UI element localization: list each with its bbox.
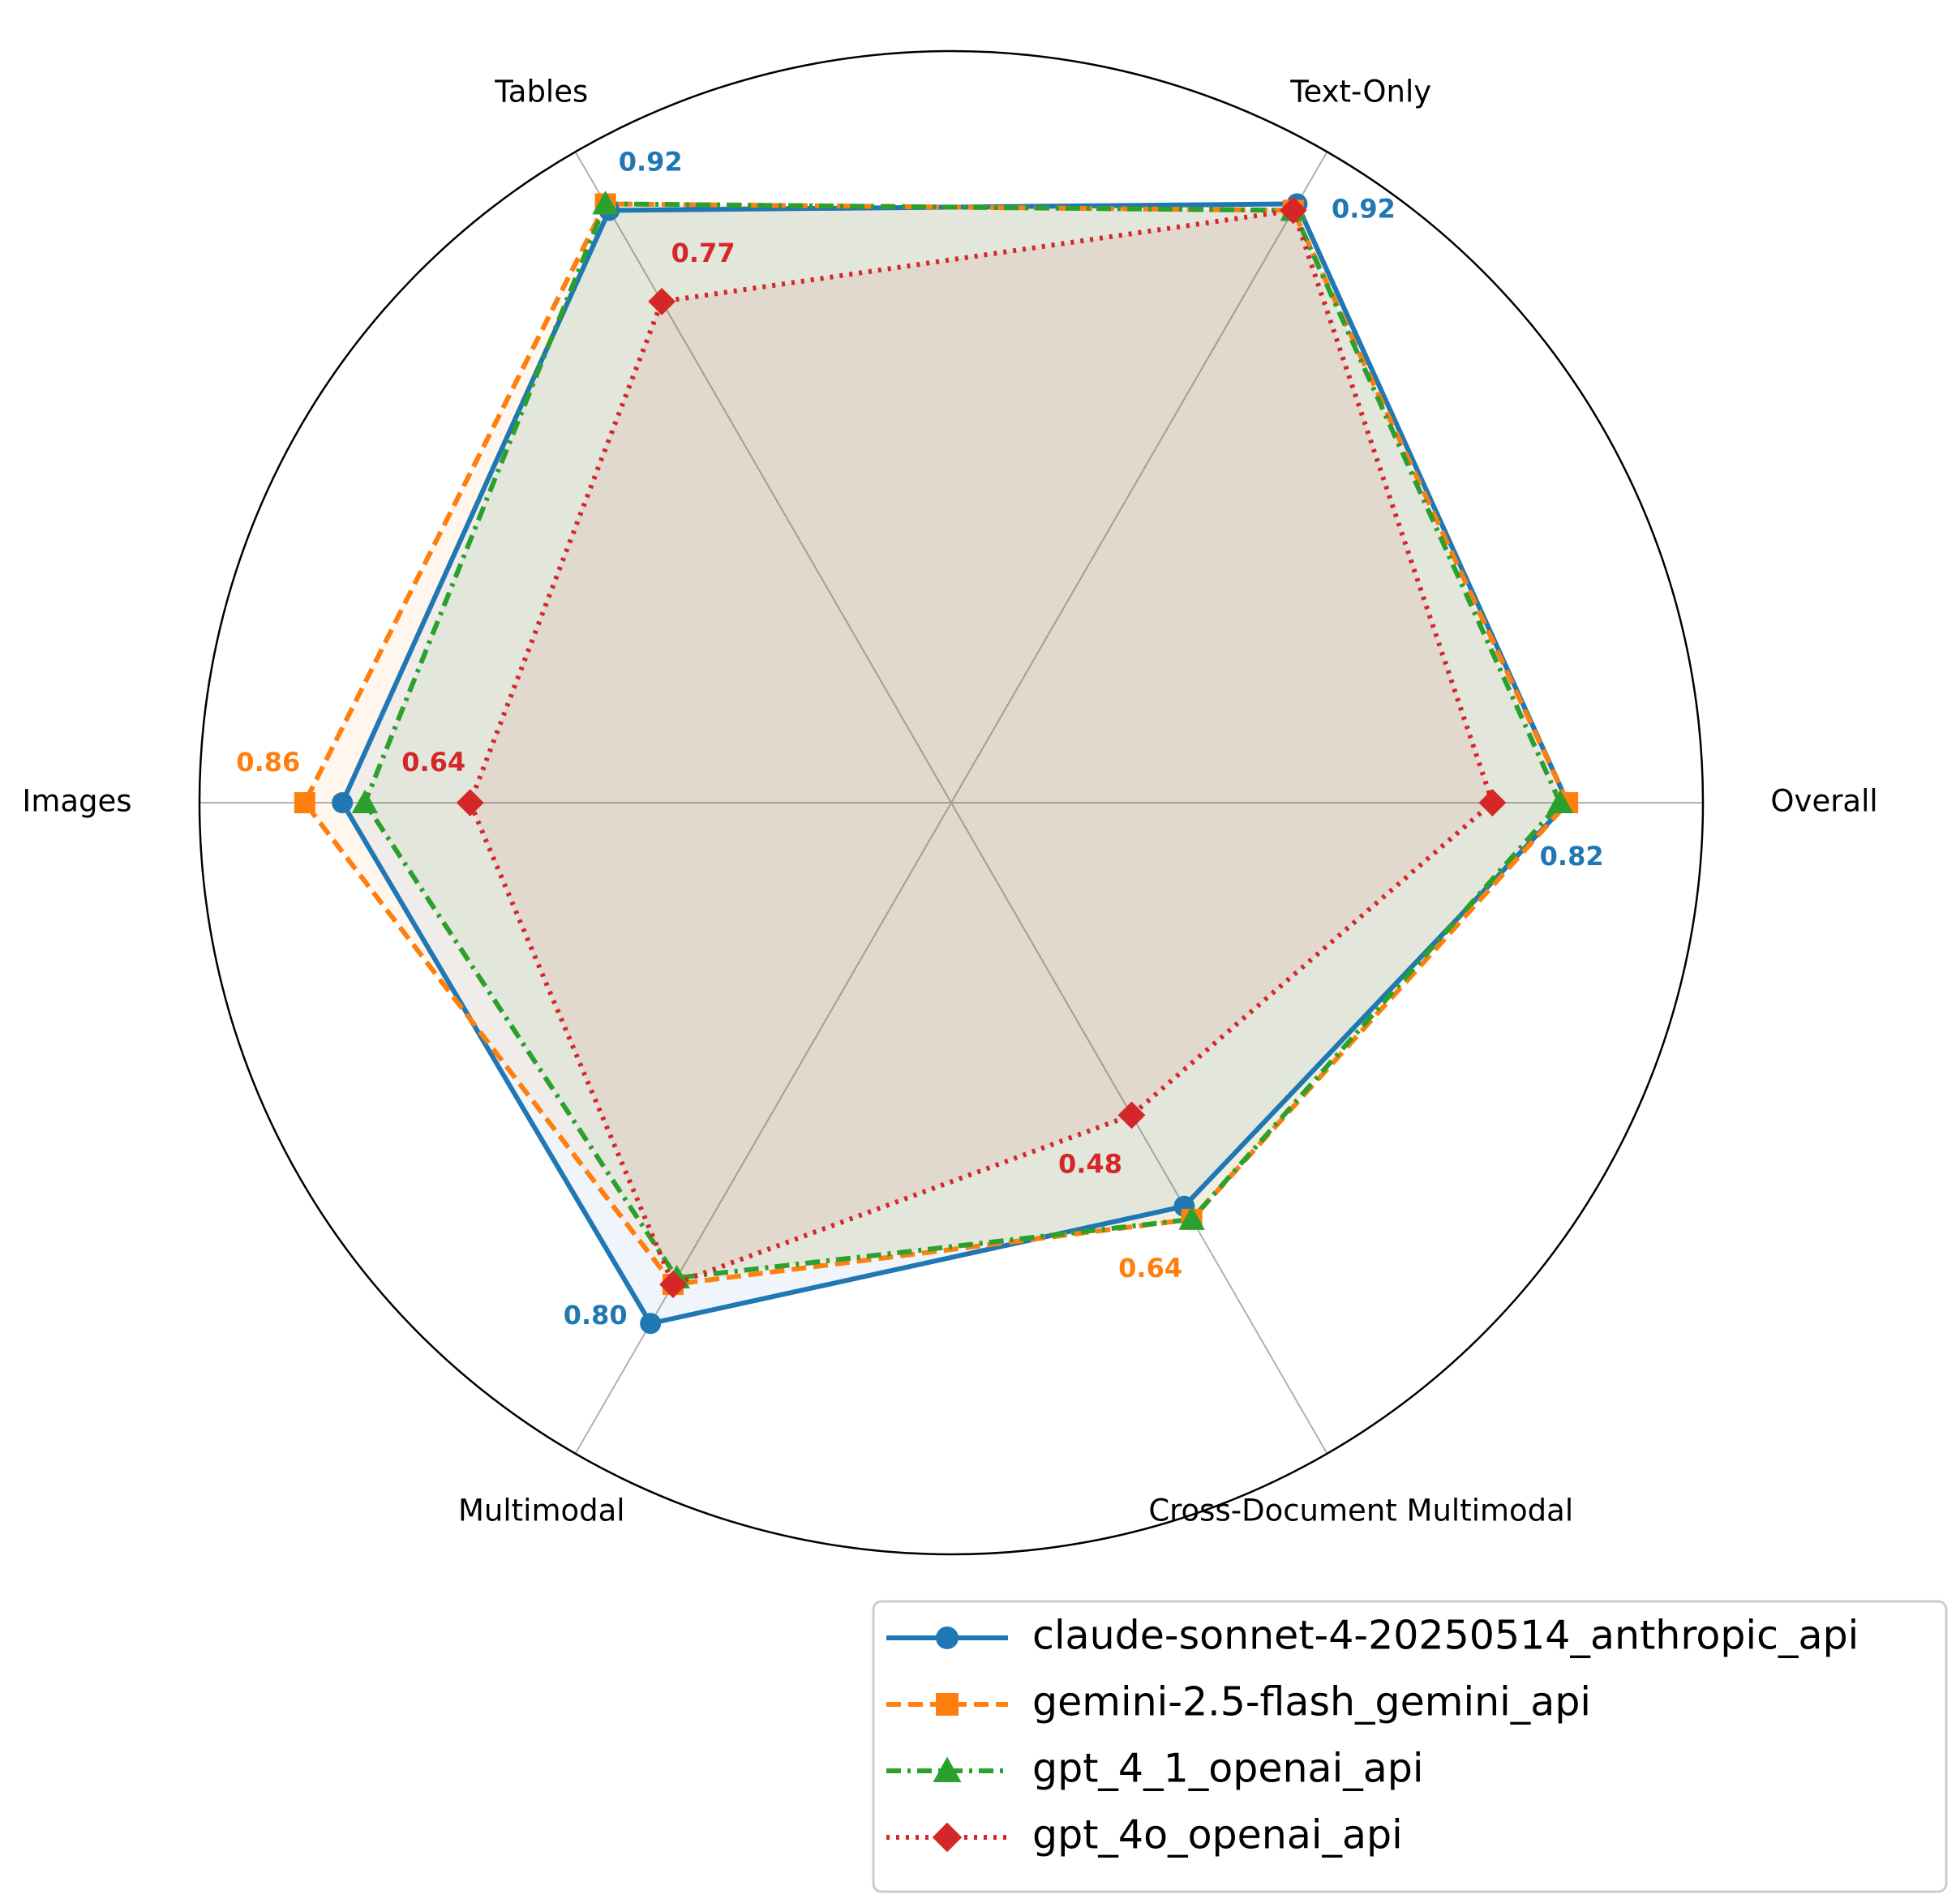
data-label-text-only-1: 0.92 [1332, 193, 1396, 224]
series-fill-gemini-2-5-flash-gemini-api [304, 204, 1568, 1285]
marker-gpt-4o-openai-api-multimodal [659, 1271, 687, 1298]
axis-labels: Overall Text-Only Tables Images Multimodal Cr… [22, 74, 1877, 1528]
data-label-overall-0: 0.82 [1540, 841, 1604, 872]
data-label-cross-document-multimodal-7: 0.64 [1118, 1253, 1182, 1284]
spoke-multimodal [574, 802, 952, 1455]
axis-label-tables: Tables [494, 74, 588, 109]
spoke-text-only [950, 151, 1328, 804]
axis-label-multimodal: Multimodal [458, 1494, 625, 1528]
marker-gpt-4-1-openai-api-overall [1546, 789, 1574, 813]
data-label-multimodal-6: 0.80 [564, 1300, 628, 1331]
legend-label-gpt-4o-openai-api: gpt_4o_openai_api [1032, 1812, 1403, 1858]
marker-gpt-4o-openai-api-cross-document-multimodal [1117, 1101, 1146, 1129]
marker-gpt-4o-openai-api-text-only [1279, 196, 1307, 225]
axis-label-images: Images [22, 784, 131, 819]
legend: claude-sonnet-4-20250514_anthropic_apige… [872, 1600, 1948, 1893]
marker-gpt-4o-openai-api-overall [1478, 789, 1507, 816]
data-labels: 0.82 0.92 0.92 0.77 0.86 0.64 0.80 0.64 0.48 [236, 146, 1603, 1331]
series-fill-gpt-4o-openai-api [470, 210, 1493, 1285]
legend-label-gpt-4-1-openai-api: gpt_4_1_openai_api [1032, 1746, 1423, 1792]
spoke-tables [574, 151, 952, 804]
legend-marker-gpt-4-1-openai-api [933, 1756, 962, 1782]
legend-marker-gemini-2-5-flash-gemini-api [936, 1693, 959, 1716]
marker-gpt-4o-openai-api-tables [648, 287, 676, 315]
marker-gpt-4-1-openai-api-tables [592, 191, 619, 215]
series-markers [294, 191, 1579, 1335]
legend-label-claude-sonnet-4-20250514-anthropic-api: claude-sonnet-4-20250514_anthropic_api [1032, 1613, 1859, 1659]
spoke-cross-document-multimodal [950, 802, 1328, 1455]
data-label-cross-document-multimodal-8: 0.48 [1058, 1148, 1122, 1179]
axis-label-cross-document-multimodal: Cross-Document Multimodal [1148, 1494, 1573, 1528]
outer-circle [198, 49, 1705, 1556]
series-fills [304, 204, 1568, 1324]
marker-gpt-4-1-openai-api-cross-document-multimodal [1178, 1206, 1205, 1230]
axis-label-text-only: Text-Only [1289, 74, 1431, 109]
data-label-images-4: 0.86 [236, 747, 300, 778]
axis-label-overall: Overall [1770, 784, 1877, 819]
marker-gemini-2-5-flash-gemini-api-images [294, 792, 315, 813]
radar-grid [198, 49, 1705, 1556]
data-label-images-5: 0.64 [401, 747, 465, 778]
marker-claude-sonnet-4-20250514-anthropic-api-multimodal [640, 1313, 662, 1335]
legend-label-gemini-2-5-flash-gemini-api: gemini-2.5-flash_gemini_api [1032, 1679, 1591, 1725]
series-fill-claude-sonnet-4-20250514-anthropic-api [342, 204, 1568, 1324]
data-label-tables-2: 0.92 [619, 146, 683, 177]
series-fill-gpt-4-1-openai-api [364, 204, 1560, 1279]
marker-gpt-4-1-openai-api-images [351, 789, 379, 813]
marker-gpt-4o-openai-api-images [456, 789, 484, 816]
legend-marker-gpt-4o-openai-api [932, 1822, 963, 1853]
legend-marker-claude-sonnet-4-20250514-anthropic-api [936, 1627, 959, 1649]
marker-claude-sonnet-4-20250514-anthropic-api-images [332, 792, 354, 813]
legend-box [872, 1600, 1948, 1893]
data-label-tables-3: 0.77 [671, 238, 736, 268]
